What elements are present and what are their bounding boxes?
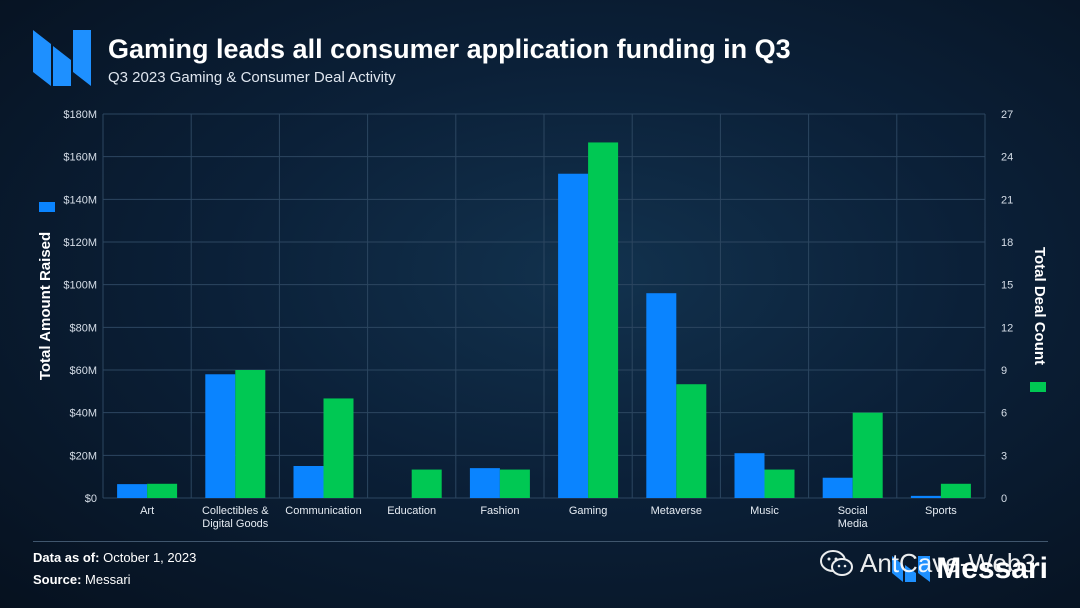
- x-tick-label: Music: [750, 505, 779, 517]
- y-tick-label: $40M: [69, 408, 97, 420]
- y-tick-label: $120M: [63, 237, 97, 249]
- x-tick-label: Sports: [925, 505, 957, 517]
- bar-deal-count: [323, 398, 354, 498]
- y-tick-label: $20M: [69, 450, 97, 462]
- x-tick-label: Metaverse: [651, 505, 702, 517]
- chart-labels: $0 0 $20M 3 $40M 6 $60M 9 $80M 12 $100M 15 $120M 18 $1…: [37, 109, 1048, 530]
- x-tick-label: Media: [838, 518, 869, 530]
- y2-tick-label: 18: [1001, 237, 1013, 249]
- bar-deal-count: [588, 142, 619, 498]
- y2-tick-label: 3: [1001, 450, 1007, 462]
- x-tick-label: Collectibles &: [202, 505, 269, 517]
- y-axis-title: Total Amount Raised: [37, 202, 55, 380]
- y-tick-label: $140M: [63, 194, 97, 206]
- y2-tick-label: 12: [1001, 322, 1013, 334]
- y2-tick-label: 6: [1001, 408, 1007, 420]
- y2-tick-label: 24: [1001, 152, 1013, 164]
- y-tick-label: $160M: [63, 152, 97, 164]
- brand-mark: Messari: [892, 552, 1048, 586]
- bar-amount-raised: [469, 468, 500, 498]
- bar-amount-raised: [293, 466, 324, 498]
- bar-deal-count: [852, 412, 883, 498]
- y2-axis-title: Total Deal Count: [1030, 247, 1048, 392]
- bar-deal-count: [235, 370, 266, 498]
- svg-text:Total Deal Count: Total Deal Count: [1031, 247, 1048, 365]
- bar-amount-raised: [117, 484, 148, 498]
- x-tick-label: Social: [838, 505, 868, 517]
- y2-tick-label: 15: [1001, 280, 1013, 292]
- bar-amount-raised: [734, 453, 765, 498]
- y-tick-label: $0: [85, 493, 97, 505]
- bar-deal-count: [147, 483, 178, 498]
- messari-logo-icon: [892, 556, 931, 582]
- y2-tick-label: 0: [1001, 493, 1007, 505]
- bar-deal-count: [676, 384, 707, 498]
- wechat-icon: [820, 549, 853, 576]
- bar-chart: $0 0 $20M 3 $40M 6 $60M 9 $80M 12 $100M 15 $120M 18 $1…: [37, 109, 1048, 530]
- messari-logo-icon: [33, 30, 91, 91]
- page-subtitle: Q3 2023 Gaming & Consumer Deal Activity: [108, 69, 396, 86]
- x-tick-label: Communication: [285, 505, 361, 517]
- x-tick-label: Gaming: [569, 505, 608, 517]
- bar-amount-raised: [646, 293, 677, 498]
- bar-deal-count: [411, 469, 442, 498]
- bar-amount-raised: [910, 495, 941, 498]
- y2-tick-label: 21: [1001, 194, 1013, 206]
- bar-deal-count: [499, 469, 530, 498]
- bar-amount-raised: [558, 173, 589, 498]
- data-as-of: Data as of: October 1, 2023: [33, 550, 197, 565]
- watermark: AntCave-Web3: [820, 548, 1036, 579]
- footer-divider: [33, 541, 1048, 542]
- chart-bars: [117, 142, 971, 498]
- bar-amount-raised: [822, 477, 853, 498]
- x-tick-label: Art: [140, 505, 154, 517]
- y-tick-label: $100M: [63, 280, 97, 292]
- watermark-text: AntCave-Web3: [860, 548, 1036, 578]
- x-tick-label: Digital Goods: [202, 518, 269, 530]
- x-tick-label: Education: [387, 505, 436, 517]
- legend-swatch-amount: [39, 202, 55, 212]
- y-tick-label: $80M: [69, 322, 97, 334]
- page-title: Gaming leads all consumer application fu…: [108, 34, 791, 64]
- bar-deal-count: [764, 469, 795, 498]
- y-tick-label: $60M: [69, 365, 97, 377]
- legend-swatch-count: [1030, 382, 1046, 392]
- y2-tick-label: 9: [1001, 365, 1007, 377]
- x-tick-label: Fashion: [480, 505, 519, 517]
- y-tick-label: $180M: [63, 109, 97, 121]
- y2-tick-label: 27: [1001, 109, 1013, 121]
- svg-text:Total Amount Raised: Total Amount Raised: [37, 232, 54, 380]
- brand-name: Messari: [936, 552, 1048, 585]
- bar-deal-count: [940, 483, 971, 498]
- bar-amount-raised: [205, 374, 236, 498]
- source: Source: Messari: [33, 572, 131, 587]
